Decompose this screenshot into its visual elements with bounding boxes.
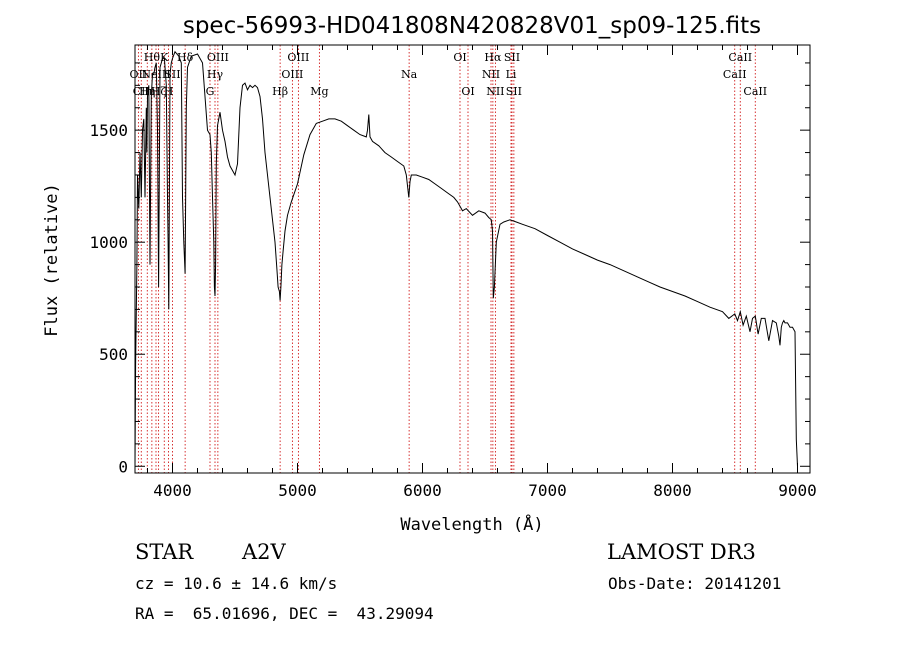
x-tick-label-5: 9000 — [778, 481, 817, 500]
line-marker-label-15: OIII — [287, 51, 309, 64]
redshift-label: cz = 10.6 ± 14.6 km/s — [135, 574, 338, 593]
line-marker-label-4: NeIII — [141, 68, 170, 81]
x-axis: 4000 5000 6000 7000 8000 9000 — [147, 45, 817, 500]
coordinates-label: RA = 65.01696, DEC = 43.29094 — [135, 604, 434, 623]
line-marker-label-5: Hζ — [151, 85, 167, 98]
line-marker-labels: OIICIIHηHθNeIIIHζKHSIIHδGHγOIIIHβOIIIOII… — [130, 51, 768, 98]
line-marker-label-3: Hθ — [144, 51, 161, 64]
line-marker-label-19: OI — [461, 85, 474, 98]
line-marker-label-1: CII — [133, 85, 150, 98]
line-marker-label-24: SII — [504, 51, 520, 64]
survey-label: LAMOST DR3 — [607, 540, 756, 564]
x-tick-label-1: 5000 — [278, 481, 317, 500]
line-marker-label-18: OI — [453, 51, 466, 64]
line-marker-label-11: Hγ — [207, 68, 224, 81]
line-marker-label-0: OII — [130, 68, 148, 81]
x-tick-label-0: 4000 — [153, 481, 192, 500]
subclass-label: A2V — [242, 540, 286, 564]
line-marker-label-17: Na — [401, 68, 418, 81]
line-marker-label-13: Hβ — [272, 85, 288, 98]
line-marker-label-6: K — [160, 51, 169, 64]
line-marker-label-27: CaII — [728, 51, 752, 64]
line-markers — [137, 45, 756, 473]
line-marker-label-16: Mg — [310, 85, 328, 98]
line-marker-label-10: G — [206, 85, 215, 98]
obs-date-label: Obs-Date: 20141201 — [608, 574, 782, 593]
object-type-label: STAR — [135, 540, 194, 564]
plot-frame — [134, 44, 811, 474]
x-tick-label-2: 6000 — [403, 481, 442, 500]
line-marker-label-22: NII — [486, 85, 504, 98]
line-marker-label-14: OIII — [281, 68, 303, 81]
line-marker-label-21: Hα — [484, 51, 502, 64]
x-tick-label-4: 8000 — [653, 481, 692, 500]
line-marker-label-20: NII — [482, 68, 500, 81]
y-axis-label: Flux (relative) — [42, 183, 62, 337]
y-tick-label-3: 1500 — [89, 121, 128, 140]
chart-title: spec-56993-HD041808N420828V01_sp09-125.f… — [183, 13, 761, 39]
line-marker-label-25: SII — [506, 85, 522, 98]
line-marker-label-8: SII — [164, 68, 180, 81]
x-tick-label-3: 7000 — [528, 481, 567, 500]
y-tick-label-0: 0 — [118, 457, 128, 476]
line-marker-label-26: CaII — [723, 68, 747, 81]
x-axis-label: Wavelength (Å) — [400, 513, 543, 535]
line-marker-label-23: Li — [506, 68, 517, 81]
line-marker-label-12: OIII — [207, 51, 229, 64]
flux-series-line — [134, 50, 798, 467]
y-tick-label-1: 500 — [99, 345, 128, 364]
line-marker-label-28: CaII — [743, 85, 767, 98]
line-marker-label-7: H — [164, 85, 174, 98]
y-tick-label-2: 1000 — [89, 233, 128, 252]
y-axis: 0 500 1000 1500 — [89, 62, 810, 476]
